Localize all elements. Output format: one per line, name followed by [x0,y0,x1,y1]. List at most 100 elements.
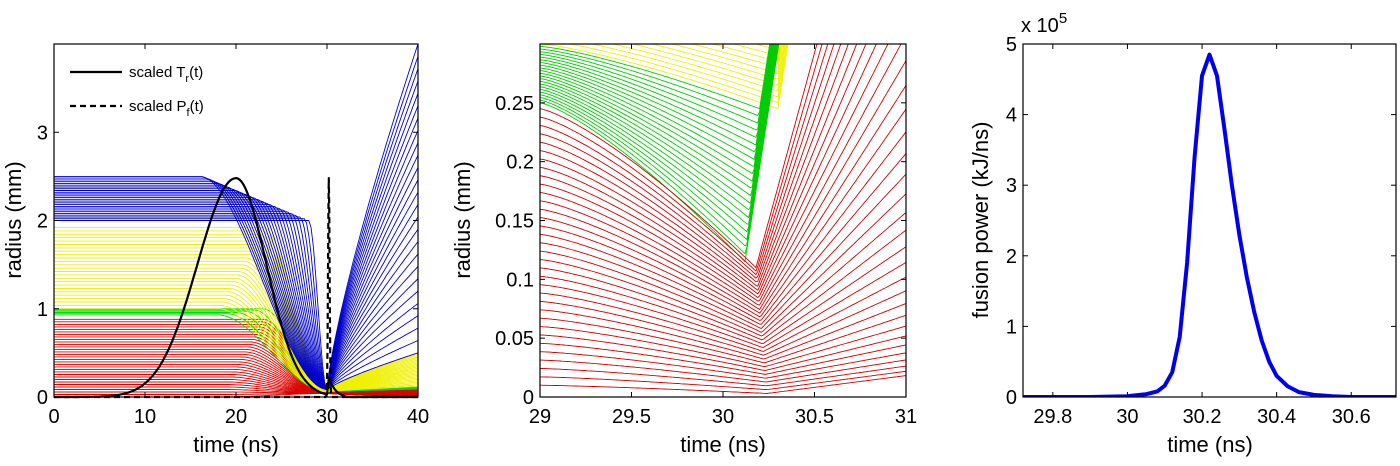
trajectory-line [54,264,418,392]
trajectory-line [540,193,906,333]
trajectory-line [540,44,773,146]
trajectory-line [540,44,771,110]
trajectory-line [54,244,418,391]
legend-item-pf: scaled Pf(t) [129,98,204,119]
trajectory-line [540,44,780,263]
trajectory-line [540,44,774,167]
x-tick-label: 29 [529,406,551,428]
legend: scaled Tr(t) scaled Pf(t) [70,64,204,119]
y-tick-label: 0.2 [506,152,534,174]
trajectory-line [540,44,867,295]
trajectory-line [54,250,418,392]
trajectory-line [540,173,906,329]
x-tick-label: 30.2 [1183,406,1222,428]
trajectory-line [540,131,906,321]
y-tick-label: 0.05 [495,328,534,350]
trajectory-line [540,153,906,325]
fusion-power-curve [1023,52,1396,397]
y-tick-label: 3 [1006,175,1017,197]
trajectory-line [540,44,777,219]
trajectory-line [540,44,829,276]
trajectory-line [540,44,877,298]
trajectory-line [54,281,418,392]
trajectory-line [540,108,906,318]
trajectory-line [540,44,778,225]
trajectory-line [54,291,418,392]
trajectory-line [540,325,906,368]
x-tick-label: 30.6 [1332,406,1371,428]
trajectory-line [54,130,418,390]
trajectory-line [540,44,773,153]
trajectory-line [540,370,906,391]
trajectory-line [540,229,906,341]
trajectory-line [54,237,418,391]
trajectory-line [54,277,418,392]
panel-radius-zoom: 29 29.5 30 30.5 31 0 0.05 0.1 0.15 0.2 0.25 time (… [450,43,917,457]
trajectory-line [54,93,418,390]
trajectory-line [540,212,906,337]
trajectory-line [540,44,776,197]
trajectory-line [540,44,789,110]
trajectory-line [540,44,775,182]
x-tick-label: 31 [895,406,917,428]
trajectory-line [540,44,849,287]
trajectory-line [54,167,418,390]
x-tick-label: 40 [407,406,429,428]
x-tick-label: 0 [48,406,59,428]
fusion-power-line [1023,52,1396,397]
trajectory-line [540,44,774,160]
y-tick-label: 0 [37,387,48,409]
trajectory-line [540,246,906,344]
trajectory-line [54,288,418,392]
x-tick-label: 30 [1116,406,1138,428]
y-axis-label: radius (mm) [1,161,26,278]
trajectory-line [540,44,823,272]
trajectory-line [540,44,771,117]
y-tick-label: 2 [37,211,48,233]
trajectory-line [54,80,418,390]
trajectory-line [540,44,777,211]
y-tick-label: 2 [1006,246,1017,268]
trajectory-line [540,44,779,255]
panel-fusion-power: 29.8 30 30.2 30.4 30.6 0 1 2 3 4 5 x 105 time (ns)… [968,10,1397,457]
trajectory-line [54,230,418,391]
trajectory-line [540,44,818,269]
trajectory-line [54,233,418,391]
trajectory-line [650,44,784,80]
trajectory-line [54,200,418,391]
x-tick-label: 29.5 [612,406,651,428]
trajectory-line [54,192,418,390]
trajectory-line [540,44,858,291]
trajectory-line [540,334,906,371]
trajectory-line [54,274,418,392]
trajectory-line [540,375,906,394]
y-tick-label: 4 [1006,105,1017,127]
trajectory-line [540,44,889,302]
plot-frame [539,43,907,398]
trajectory-line [540,44,775,189]
y-axis-label: fusion power (kJ/ns) [968,122,993,319]
trajectory-line [54,44,418,390]
trajectory-line [54,240,418,391]
trajectory-line [54,211,418,391]
trajectory-line [540,342,906,375]
x-tick-label: 30.4 [1257,406,1296,428]
trajectory-line [54,308,418,393]
y-multiplier: x 105 [1021,10,1067,37]
trajectory-line [54,209,418,391]
trajectory-line [54,220,418,391]
trajectory-line [54,271,418,392]
trajectory-line [54,257,418,392]
trajectory-line [54,56,418,390]
trajectory-line [54,214,418,391]
y-tick-label: 5 [1006,34,1017,56]
x-axis-label: time (ns) [1167,432,1253,457]
trajectory-line [540,44,779,247]
trajectory-line [540,44,772,131]
y-tick-label: 3 [37,122,48,144]
trajectory-line [540,276,906,352]
radius-trajectories [54,44,418,397]
x-tick-label: 20 [225,406,247,428]
trajectory-line [540,290,906,356]
